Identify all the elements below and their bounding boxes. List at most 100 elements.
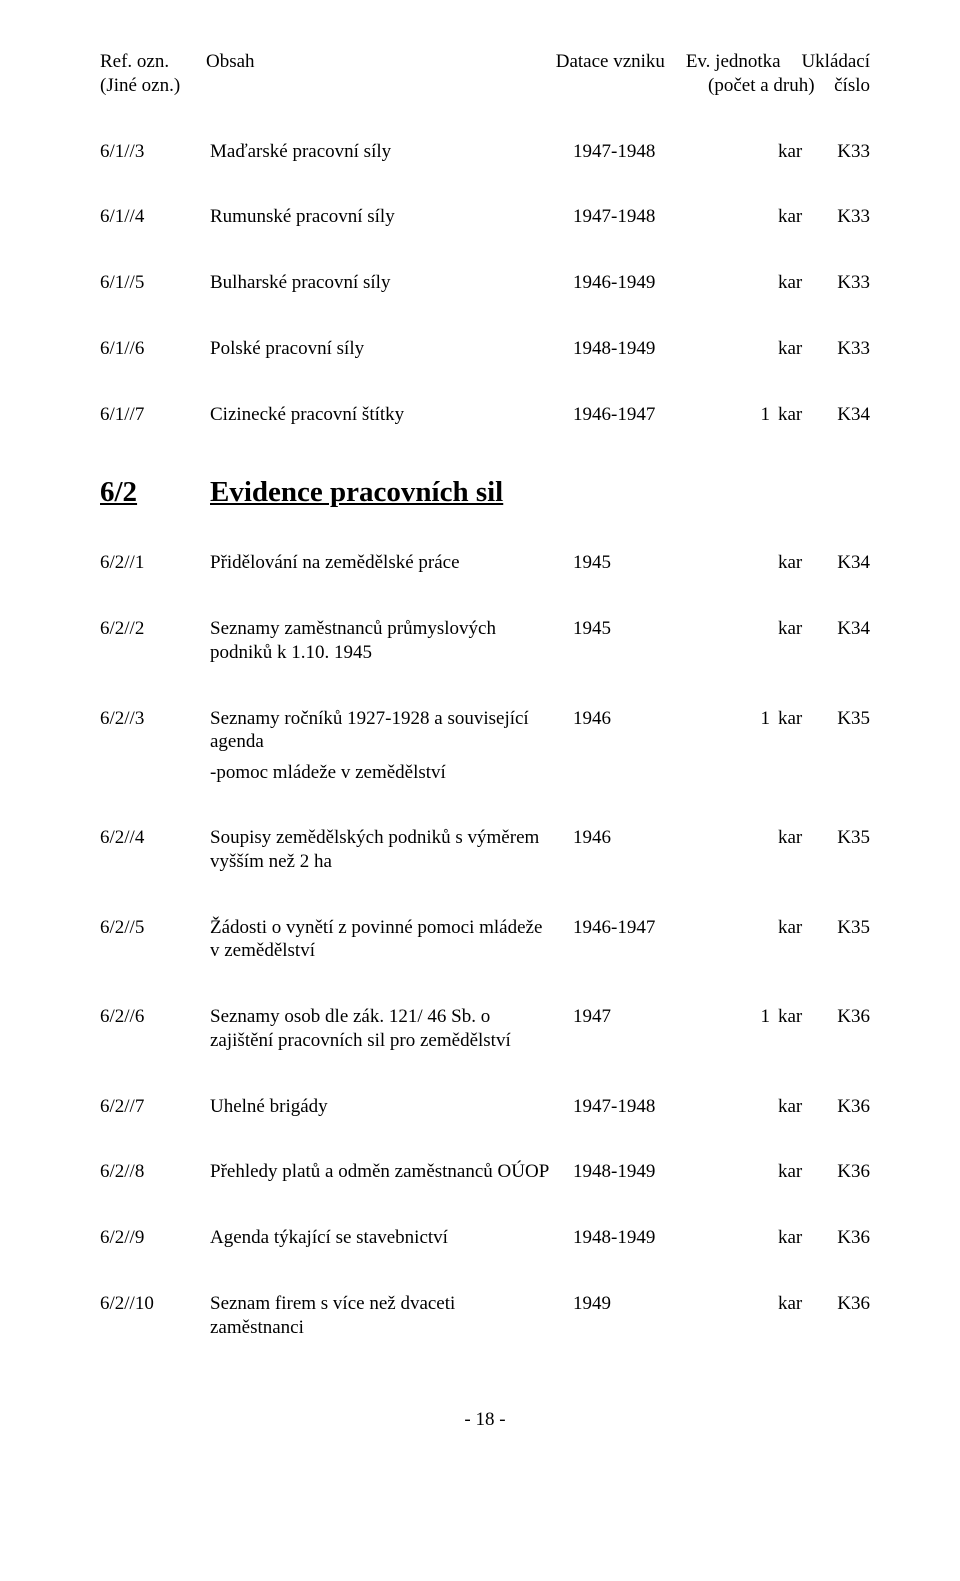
table-row: 6/2//10 Seznam firem s více než dvaceti … [100, 1292, 870, 1340]
cell-ukl: K33 [828, 140, 870, 164]
cell-ref: 6/2//1 [100, 551, 210, 575]
cell-ref: 6/2//2 [100, 617, 210, 641]
table-header-row-1: Ref. ozn. Obsah Datace vzniku Ev. jednot… [100, 50, 870, 74]
cell-ukl: K36 [828, 1095, 870, 1119]
cell-dat: 1946 [573, 707, 708, 731]
header-ukl: Ukládací [801, 50, 870, 74]
cell-ref: 6/2//5 [100, 916, 210, 940]
cell-ukl: K36 [828, 1160, 870, 1184]
cell-ref: 6/2//3 [100, 707, 210, 731]
table-row: 6/1//7 Cizinecké pracovní štítky 1946-19… [100, 403, 870, 427]
cell-evn: 1 [708, 403, 778, 427]
cell-evu: kar [778, 1292, 828, 1316]
cell-evu: kar [778, 916, 828, 940]
header-ref: Ref. ozn. [100, 50, 206, 74]
table-row: 6/2//3 Seznamy ročníků 1927-1928 a souvi… [100, 707, 870, 755]
cell-obsah: Seznam firem s více než dvaceti zaměstna… [210, 1292, 573, 1340]
table-row: 6/2//2 Seznamy zaměstnanců průmyslových … [100, 617, 870, 665]
cell-ukl: K34 [828, 617, 870, 641]
cell-dat: 1947-1948 [573, 1095, 708, 1119]
cell-dat: 1945 [573, 617, 708, 641]
cell-evu: kar [778, 271, 828, 295]
cell-ref: 6/1//5 [100, 271, 210, 295]
cell-dat: 1948-1949 [573, 1226, 708, 1250]
table-header-row-2: (Jiné ozn.) (počet a druh) číslo [100, 74, 870, 98]
cell-ukl: K35 [828, 916, 870, 940]
cell-dat: 1949 [573, 1292, 708, 1316]
table-row: 6/1//4 Rumunské pracovní síly 1947-1948 … [100, 205, 870, 229]
cell-ref: 6/2//6 [100, 1005, 210, 1029]
cell-ukl: K36 [828, 1226, 870, 1250]
cell-obsah: Soupisy zemědělských podniků s výměrem v… [210, 826, 573, 874]
cell-ref: 6/2//9 [100, 1226, 210, 1250]
table-row: 6/2//5 Žádosti o vynětí z povinné pomoci… [100, 916, 870, 964]
table-row: 6/2//1 Přidělování na zemědělské práce 1… [100, 551, 870, 575]
cell-evu: kar [778, 707, 828, 731]
cell-dat: 1946-1949 [573, 271, 708, 295]
cell-ukl: K33 [828, 205, 870, 229]
cell-evn: 1 [708, 1005, 778, 1029]
cell-evn: 1 [708, 707, 778, 731]
cell-dat: 1945 [573, 551, 708, 575]
row-subnote: -pomoc mládeže v zemědělství [210, 762, 870, 784]
cell-dat: 1946-1947 [573, 403, 708, 427]
cell-obsah: Žádosti o vynětí z povinné pomoci mládež… [210, 916, 573, 964]
cell-ukl: K33 [828, 337, 870, 361]
cell-dat: 1948-1949 [573, 337, 708, 361]
cell-obsah: Uhelné brigády [210, 1095, 573, 1119]
cell-obsah: Bulharské pracovní síly [210, 271, 573, 295]
cell-evu: kar [778, 1005, 828, 1029]
cell-ukl: K35 [828, 826, 870, 850]
cell-obsah: Seznamy zaměstnanců průmyslových podniků… [210, 617, 573, 665]
subheader-ukl: číslo [828, 74, 870, 98]
cell-ref: 6/2//8 [100, 1160, 210, 1184]
table-row: 6/2//9 Agenda týkající se stavebnictví 1… [100, 1226, 870, 1250]
table-row: 6/2//4 Soupisy zemědělských podniků s vý… [100, 826, 870, 874]
cell-evu: kar [778, 205, 828, 229]
header-datace: Datace vzniku [556, 50, 686, 74]
cell-evu: kar [778, 403, 828, 427]
table-row: 6/1//6 Polské pracovní síly 1948-1949 ka… [100, 337, 870, 361]
page-number: - 18 - [100, 1409, 870, 1431]
cell-evu: kar [778, 140, 828, 164]
header-obsah: Obsah [206, 50, 556, 74]
cell-evu: kar [778, 337, 828, 361]
cell-obsah: Agenda týkající se stavebnictví [210, 1226, 573, 1250]
cell-ref: 6/1//7 [100, 403, 210, 427]
cell-ref: 6/2//10 [100, 1292, 210, 1316]
cell-ref: 6/1//3 [100, 140, 210, 164]
cell-obsah: Seznamy ročníků 1927-1928 a související … [210, 707, 573, 755]
cell-obsah: Maďarské pracovní síly [210, 140, 573, 164]
cell-obsah: Polské pracovní síly [210, 337, 573, 361]
subheader-ref: (Jiné ozn.) [100, 74, 210, 98]
cell-ukl: K35 [828, 707, 870, 731]
cell-ukl: K33 [828, 271, 870, 295]
cell-evu: kar [778, 617, 828, 641]
cell-evu: kar [778, 826, 828, 850]
cell-ukl: K34 [828, 403, 870, 427]
cell-dat: 1948-1949 [573, 1160, 708, 1184]
cell-evu: kar [778, 1095, 828, 1119]
section-title: Evidence pracovních sil [210, 476, 503, 509]
cell-ref: 6/1//6 [100, 337, 210, 361]
table-row: 6/2//6 Seznamy osob dle zák. 121/ 46 Sb.… [100, 1005, 870, 1053]
cell-obsah: Přidělování na zemědělské práce [210, 551, 573, 575]
table-row: 6/1//3 Maďarské pracovní síly 1947-1948 … [100, 140, 870, 164]
cell-dat: 1947-1948 [573, 205, 708, 229]
subheader-ev: (počet a druh) [708, 74, 828, 98]
cell-dat: 1947-1948 [573, 140, 708, 164]
cell-obsah: Rumunské pracovní síly [210, 205, 573, 229]
cell-dat: 1946-1947 [573, 916, 708, 940]
header-ev: Ev. jednotka [686, 50, 802, 74]
cell-evu: kar [778, 1226, 828, 1250]
table-row: 6/2//8 Přehledy platů a odměn zaměstnanc… [100, 1160, 870, 1184]
section-ref: 6/2 [100, 476, 210, 509]
cell-obsah: Seznamy osob dle zák. 121/ 46 Sb. o zaji… [210, 1005, 573, 1053]
cell-ref: 6/2//4 [100, 826, 210, 850]
cell-ukl: K36 [828, 1292, 870, 1316]
cell-evu: kar [778, 551, 828, 575]
cell-ref: 6/1//4 [100, 205, 210, 229]
table-row: 6/1//5 Bulharské pracovní síly 1946-1949… [100, 271, 870, 295]
cell-ukl: K36 [828, 1005, 870, 1029]
cell-ref: 6/2//7 [100, 1095, 210, 1119]
